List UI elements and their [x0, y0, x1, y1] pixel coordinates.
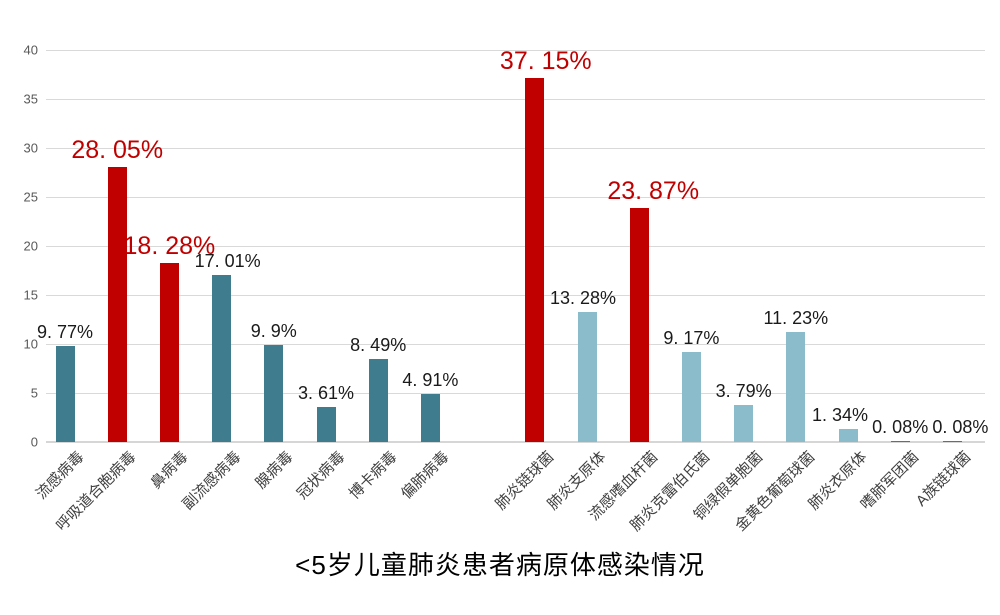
- bar: [264, 344, 284, 442]
- gridline: [46, 50, 985, 51]
- x-axis-category-label: 博卡病毒: [346, 448, 401, 503]
- bar: [107, 167, 127, 442]
- bar: [786, 331, 806, 442]
- gridline: [46, 148, 985, 149]
- bar: [159, 262, 179, 442]
- x-axis-category-label: 冠状病毒: [293, 448, 349, 503]
- bar: [55, 346, 75, 442]
- y-axis-tick-label: 15: [23, 287, 38, 303]
- gridline: [46, 246, 985, 247]
- value-label: 9. 77%: [36, 322, 94, 343]
- bar: [890, 440, 910, 442]
- value-label: 3. 79%: [715, 380, 772, 401]
- value-label: 4. 91%: [402, 369, 459, 390]
- y-axis-tick-label: 40: [23, 42, 38, 58]
- value-label: 0. 08%: [932, 416, 989, 437]
- gridline: [46, 295, 985, 296]
- bar: [629, 208, 649, 442]
- plot-area: 0 5 10 15 20 25 30 35 40 9. 77% 流感病毒 28. 05% 呼吸道合胞病毒…: [24, 44, 989, 535]
- bar: [420, 393, 440, 442]
- y-axis-tick-label: 10: [23, 336, 38, 352]
- gridline: [46, 99, 985, 100]
- gridline: [46, 393, 985, 394]
- bar: [212, 275, 232, 442]
- y-axis-tick-label: 30: [23, 140, 38, 156]
- x-axis-line: [46, 441, 985, 443]
- x-axis-category-label: 腺病毒: [252, 448, 297, 493]
- value-label: 9. 9%: [250, 320, 297, 341]
- value-label: 3. 61%: [297, 382, 355, 403]
- gridline: [46, 344, 985, 345]
- bar: [681, 352, 701, 442]
- bar: [368, 358, 388, 442]
- value-label: 8. 49%: [350, 334, 407, 355]
- value-label: 17. 01%: [194, 251, 261, 272]
- bar: [577, 311, 597, 442]
- value-label: 13. 28%: [549, 287, 617, 308]
- chart-title: <5岁儿童肺炎患者病原体感染情况: [295, 550, 705, 580]
- bar: [942, 440, 962, 442]
- bar: [316, 406, 336, 442]
- value-label: 9. 17%: [663, 328, 720, 349]
- value-label: 11. 23%: [763, 307, 829, 328]
- value-label: 37. 15%: [499, 46, 592, 75]
- x-axis-category-label: 鼻病毒: [147, 448, 192, 493]
- y-axis-tick-label: 0: [30, 434, 38, 450]
- y-axis-tick-label: 25: [23, 189, 38, 205]
- value-label: 23. 87%: [607, 177, 700, 206]
- bar: [838, 428, 858, 442]
- value-label: 28. 05%: [71, 136, 164, 165]
- x-axis-category-label: 偏肺病毒: [398, 448, 453, 503]
- y-axis-tick-label: 20: [23, 238, 38, 254]
- bar: [525, 77, 545, 442]
- bar: [734, 404, 754, 442]
- y-axis-tick-label: 5: [30, 385, 38, 401]
- value-label: 0. 08%: [872, 416, 929, 437]
- gridline: [46, 197, 985, 198]
- x-axis-category-label: A族链球菌: [913, 448, 975, 510]
- value-label: 1. 34%: [811, 404, 869, 425]
- value-label: 18. 28%: [123, 231, 216, 260]
- y-axis-tick-label: 35: [23, 91, 38, 107]
